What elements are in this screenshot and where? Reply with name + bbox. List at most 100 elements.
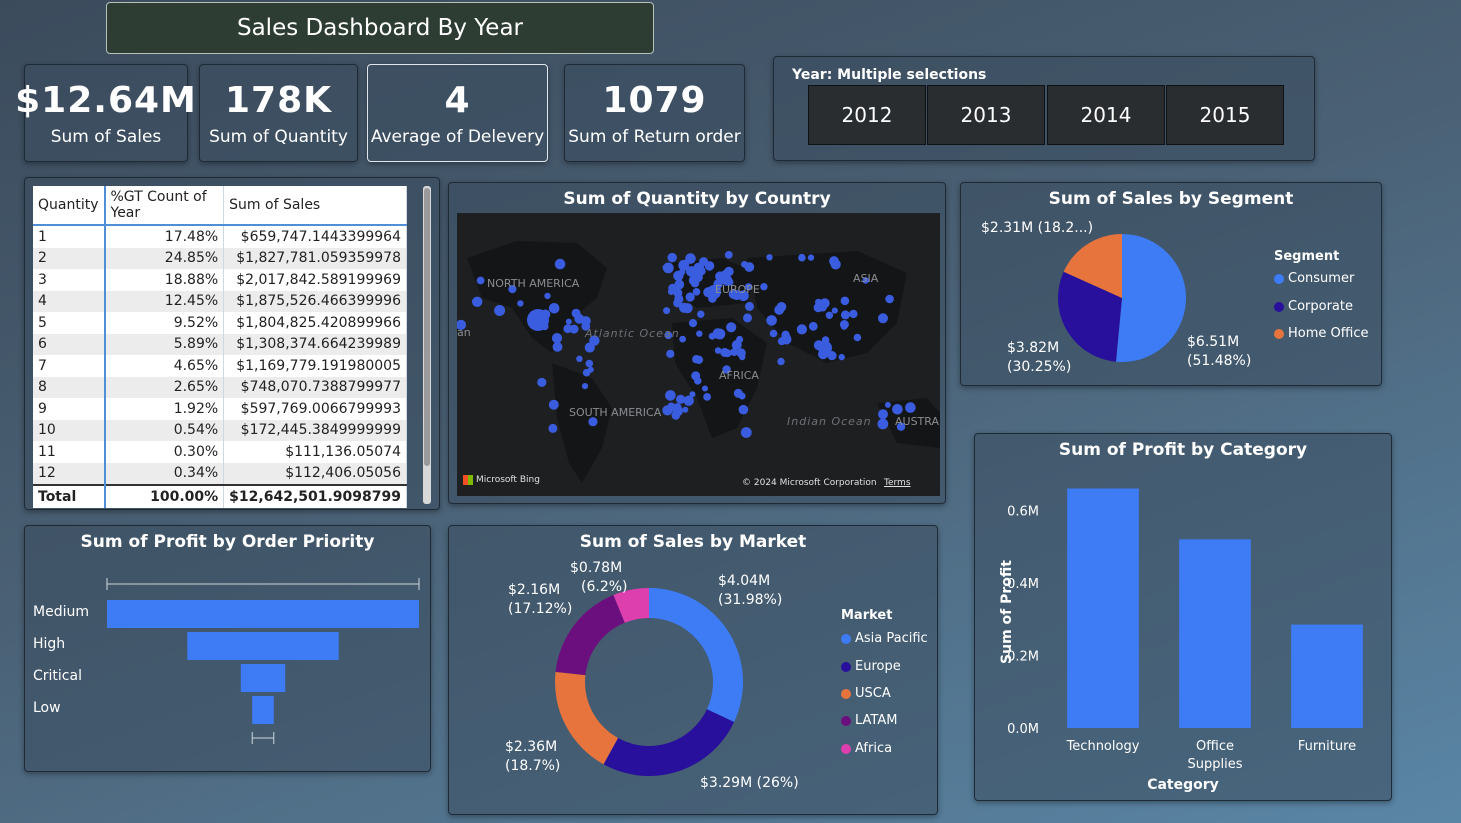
legend-dot [841,661,851,672]
bar-technology [1067,488,1139,728]
table-row[interactable]: 8 2.65% $748,070.7388799977 [33,376,407,398]
map-bubble [838,353,845,361]
cell-sales: $2,017,842.589199969 [223,269,407,291]
market-value-latam: $2.16M [508,582,561,598]
market-donut-chart[interactable] [449,526,939,816]
legend-item-africa[interactable]: Africa [841,741,892,756]
legend-item-corporate[interactable]: Corporate [1274,299,1353,314]
map-bubble [683,395,694,406]
legend-item-home-office[interactable]: Home Office [1274,326,1368,341]
kpi-card-delivery[interactable]: 4 Average of Delevery [367,64,548,162]
legend-item-latam[interactable]: LATAM [841,713,897,728]
cell-gt-count: 4.65% [104,355,225,377]
map-bubble [476,276,485,285]
table-row[interactable]: 12 0.34% $112,406.05056 [33,462,407,485]
year-button-2012[interactable]: 2012 [808,85,926,145]
table-row[interactable]: 4 12.45% $1,875,526.466399996 [33,290,407,312]
legend-dot [841,743,851,754]
kpi-value: 1079 [602,80,707,121]
legend-dot [1274,328,1284,339]
segment-pie-chart[interactable] [961,183,1383,387]
legend-item-consumer[interactable]: Consumer [1274,271,1354,286]
table-row[interactable]: 9 1.92% $597,769.0066799993 [33,398,407,420]
segment-pct-consumer: (51.48%) [1187,353,1252,369]
priority-funnel-chart[interactable] [25,526,432,773]
map-bubble [537,377,547,387]
map-bubble [704,261,715,271]
map-title: Sum of Quantity by Country [563,189,831,209]
world-map[interactable]: NORTH AMERICA EUROPE ASIA AFRICA SOUTH A… [457,213,940,496]
table-row[interactable]: 2 24.85% $1,827,781.059359978 [33,247,407,269]
kpi-value: 178K [224,80,333,121]
cell-quantity: 8 [33,376,106,398]
cell-gt-count: 5.89% [104,333,225,355]
map-bubble [720,347,730,357]
market-label-usca: $2.36M (18.7%) [505,738,560,776]
quantity-table: Quantity %GT Count of Year Sum of Sales … [33,186,407,508]
map-bubble [571,308,581,318]
y-tick-label: 0.2M [1007,649,1039,664]
table-row[interactable]: 6 5.89% $1,308,374.664239989 [33,333,407,355]
column-header-quantity[interactable]: Quantity [33,186,106,226]
table-row[interactable]: 1 17.48% $659,747.1443399964 [33,225,407,248]
cell-quantity: 5 [33,312,106,334]
legend-dot [841,633,851,644]
legend-item-europe[interactable]: Europe [841,659,901,674]
year-button-2014[interactable]: 2014 [1047,85,1165,145]
y-tick-label: 0.6M [1007,504,1039,519]
kpi-card-quantity[interactable]: 178K Sum of Quantity [199,64,358,162]
map-bubble [694,377,702,385]
scrollbar-thumb[interactable] [424,188,430,466]
x-tick-label: Technology [1066,739,1140,754]
cell-sales: $111,136.05074 [223,441,407,463]
map-bubble [818,303,827,312]
legend-item-usca[interactable]: USCA [841,686,891,701]
cell-sales: $1,827,781.059359978 [223,247,407,269]
legend-label: Asia Pacific [855,631,928,646]
map-terms-link[interactable]: Terms [884,478,911,488]
kpi-card-sales[interactable]: $12.64M Sum of Sales [15,64,196,162]
kpi-value: 4 [444,80,471,121]
cell-quantity: 4 [33,290,106,312]
table-row[interactable]: 7 4.65% $1,169,779.191980005 [33,355,407,377]
funnel-bar-high [187,632,339,660]
year-button-2015[interactable]: 2015 [1166,85,1284,145]
funnel-bar-critical [240,664,286,692]
cell-quantity: 3 [33,269,106,291]
cell-gt-count: 0.30% [104,441,225,463]
cell-gt-count: 18.88% [104,269,225,291]
cell-gt-count: 0.34% [104,462,225,485]
slice-home-office [1063,234,1122,298]
column-header-sales[interactable]: Sum of Sales [223,186,407,226]
column-header-gt-count[interactable]: %GT Count of Year [104,186,225,226]
market-value-africa: $0.78M [570,560,623,576]
map-bubble [554,258,566,270]
map-bubble [714,328,726,340]
cell-quantity: 9 [33,398,106,420]
table-row[interactable]: 10 0.54% $172,445.3849999999 [33,419,407,441]
map-bubble [696,330,703,337]
segment-label-consumer: $6.51M (51.48%) [1187,333,1251,371]
kpi-card-returns[interactable]: 1079 Sum of Return order [564,64,745,162]
map-bubble [527,309,549,331]
table-row[interactable]: 5 9.52% $1,804,825.420899966 [33,312,407,334]
year-button-2013[interactable]: 2013 [927,85,1045,145]
table-row[interactable]: 3 18.88% $2,017,842.589199969 [33,269,407,291]
south-america-shape [552,363,612,483]
legend-item-asia-pacific[interactable]: Asia Pacific [841,631,928,646]
priority-chart-title: Sum of Profit by Order Priority [80,532,375,552]
map-bubble [862,277,869,284]
map-edge-label: an [457,326,471,339]
cell-quantity: 6 [33,333,106,355]
map-bubble [581,383,589,390]
table-row[interactable]: 11 0.30% $111,136.05074 [33,441,407,463]
priority-label-critical: Critical [33,668,82,684]
map-bubble [508,285,517,294]
category-bar-chart[interactable]: 0.0M 0.2M 0.4M 0.6M Technology Office Supplies… [975,434,1393,802]
cell-sales: $112,406.05056 [223,462,407,485]
market-label-latam: $2.16M (17.12%) [508,581,572,619]
map-bubble [688,319,698,328]
table-scrollbar[interactable] [423,186,431,504]
category-y-axis-title: Sum of Profit [998,560,1015,664]
segment-label-home-office: $2.31M (18.2...) [981,220,1094,236]
